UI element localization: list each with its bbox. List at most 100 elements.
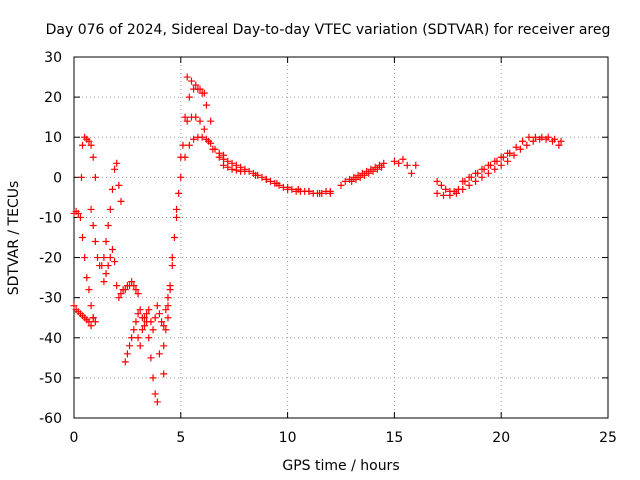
data-point: [134, 334, 142, 342]
data-point: [126, 342, 134, 350]
x-tick-label: 20: [492, 430, 510, 446]
data-point: [151, 314, 159, 322]
series-group: [215, 153, 334, 197]
data-point: [170, 234, 178, 241]
data-point: [478, 165, 486, 173]
data-point: [407, 169, 415, 177]
data-point: [128, 334, 136, 342]
data-point: [192, 113, 200, 121]
series-group: [87, 159, 125, 270]
y-axis: -60 -50 -40 -30 -20 -10 0 10 20 30: [39, 50, 608, 427]
data-point: [465, 173, 473, 181]
x-tick-label: 0: [70, 430, 79, 446]
data-point: [437, 181, 445, 189]
y-tick-label: -40: [39, 331, 62, 347]
data-point: [123, 350, 131, 358]
data-point: [164, 314, 172, 322]
x-tick-label: 10: [279, 430, 297, 446]
data-point: [484, 169, 492, 177]
x-tick-label: 25: [599, 430, 617, 446]
data-point: [134, 310, 142, 318]
data-point: [115, 181, 123, 189]
y-tick-label: 0: [53, 170, 62, 186]
data-point: [258, 173, 266, 181]
data-point: [145, 306, 153, 314]
data-point: [130, 326, 138, 334]
y-axis-label: SDTVAR / TECUs: [6, 181, 22, 296]
data-point: [185, 141, 193, 149]
data-point: [198, 133, 206, 141]
data-point: [91, 318, 99, 326]
data-point: [555, 141, 563, 149]
data-point: [89, 153, 97, 161]
data-point: [181, 153, 189, 161]
series-group: [70, 133, 99, 221]
data-point: [523, 141, 531, 149]
data-point: [369, 167, 377, 175]
series-group: [164, 133, 228, 322]
data-point: [162, 306, 170, 314]
data-point: [104, 262, 112, 270]
data-point: [196, 85, 204, 93]
data-point: [155, 350, 163, 358]
data-point: [85, 137, 93, 145]
data-point: [81, 254, 89, 262]
series-group: [220, 161, 334, 197]
x-axis-label: GPS time / hours: [282, 458, 399, 474]
data-point: [87, 141, 95, 149]
data-point: [207, 117, 215, 125]
data-point: [177, 173, 185, 181]
chart-title: Day 076 of 2024, Sidereal Day-to-day VTE…: [46, 22, 611, 38]
grid: [74, 57, 608, 418]
data-point: [459, 185, 467, 193]
data-point: [76, 213, 84, 221]
data-point: [136, 306, 144, 314]
series-group: [183, 73, 208, 97]
data-point: [132, 286, 140, 294]
data-point: [147, 318, 155, 326]
data-point: [106, 254, 114, 262]
data-point: [102, 238, 110, 246]
data-point: [168, 262, 176, 270]
data-point: [85, 318, 93, 326]
data-point: [200, 89, 208, 97]
data-point: [70, 302, 78, 310]
data-point: [465, 181, 473, 189]
data-point: [74, 209, 82, 217]
data-point: [117, 290, 125, 298]
data-point: [173, 205, 181, 213]
y-tick-label: -60: [39, 411, 62, 427]
data-point: [478, 173, 486, 181]
data-point: [149, 374, 157, 382]
data-point: [288, 185, 296, 193]
data-point: [89, 314, 97, 322]
data-point: [241, 167, 249, 175]
series-group: [134, 282, 174, 334]
data-point: [87, 302, 95, 310]
data-point: [121, 286, 129, 294]
data-point: [153, 398, 161, 406]
data-point: [305, 187, 313, 195]
data-point: [228, 159, 236, 167]
data-point: [89, 221, 97, 229]
data-point: [262, 175, 270, 183]
data-point: [140, 322, 148, 330]
data-point: [166, 286, 174, 294]
data-point: [232, 166, 240, 174]
data-point: [484, 161, 492, 169]
data-point: [196, 117, 204, 125]
data-point: [117, 197, 125, 205]
data-point: [536, 135, 544, 143]
data-point: [504, 157, 512, 165]
data-point: [83, 274, 91, 282]
data-point: [183, 73, 191, 81]
data-point: [151, 390, 159, 398]
data-point: [79, 141, 87, 149]
data-point: [316, 189, 324, 197]
data-point: [497, 153, 505, 161]
data-point: [395, 159, 403, 167]
data-point: [111, 165, 119, 173]
data-point: [187, 77, 195, 85]
series-group: [79, 234, 99, 326]
data-point: [102, 270, 110, 278]
